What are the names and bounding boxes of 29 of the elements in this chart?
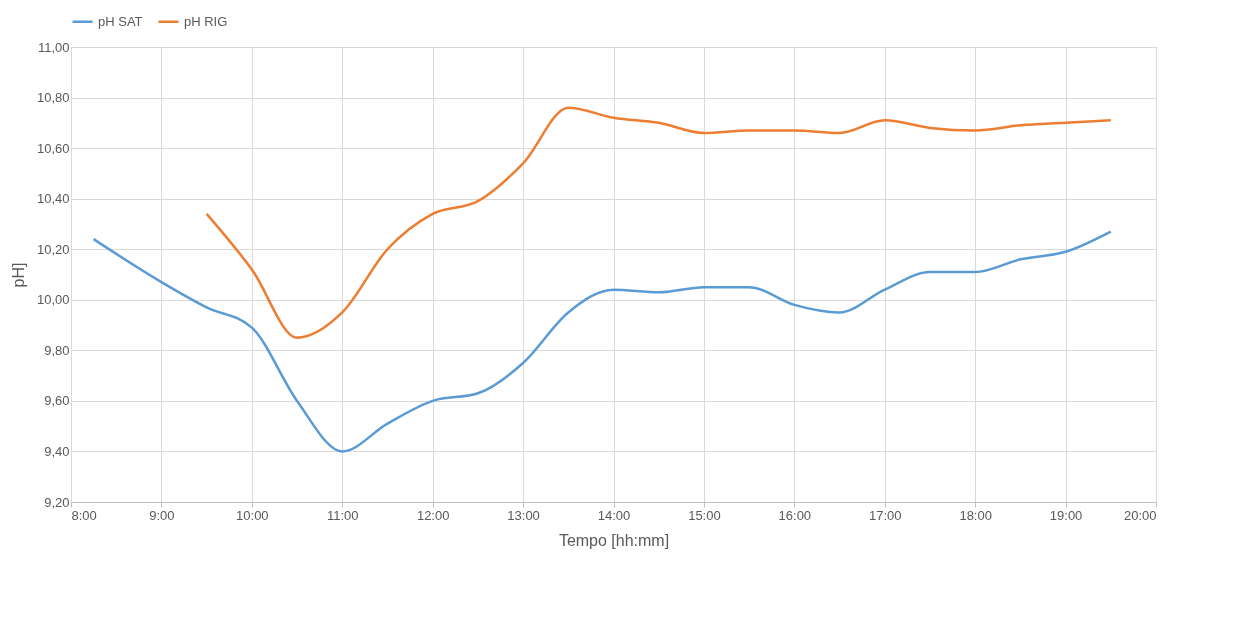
x-tick-label: 9:00 [149,507,175,523]
legend-label: pH RIG [184,13,228,29]
x-tick-label: 10:00 [236,507,269,523]
x-axis-title: Tempo [hh:mm] [558,531,670,549]
x-tick-label: 15:00 [688,507,721,523]
y-tick-label: 10,00 [36,292,70,308]
x-tick-label: 17:00 [868,507,902,523]
x-tick-label: 16:00 [778,507,812,523]
line-series [205,106,1113,339]
y-tick-label: 10,60 [36,140,70,156]
x-tick-label: 13:00 [507,507,540,523]
x-tick-label: 18:00 [959,507,992,523]
y-tick-label: 10,80 [36,90,70,106]
y-axis-title: pH] [9,262,27,288]
y-tick-label: 9,80 [44,342,70,358]
x-tick-label: 8:00 [71,507,97,523]
x-tick-label: 12:00 [416,507,450,523]
y-tick-label: 10,20 [36,241,70,257]
x-tick-label: 11:00 [326,507,359,523]
x-tick-label: 14:00 [597,507,631,523]
y-tick-label: 9,40 [44,443,70,459]
y-tick-label: 10,40 [36,191,70,207]
y-tick-label: 11,00 [37,39,70,55]
y-tick-label: 9,60 [44,393,70,409]
line-series [92,230,1113,453]
x-tick-label: 19:00 [1049,507,1083,523]
y-tick-label: 9,20 [44,494,70,510]
legend-label: pH SAT [98,13,143,29]
x-tick-label: 20:00 [1123,507,1157,523]
